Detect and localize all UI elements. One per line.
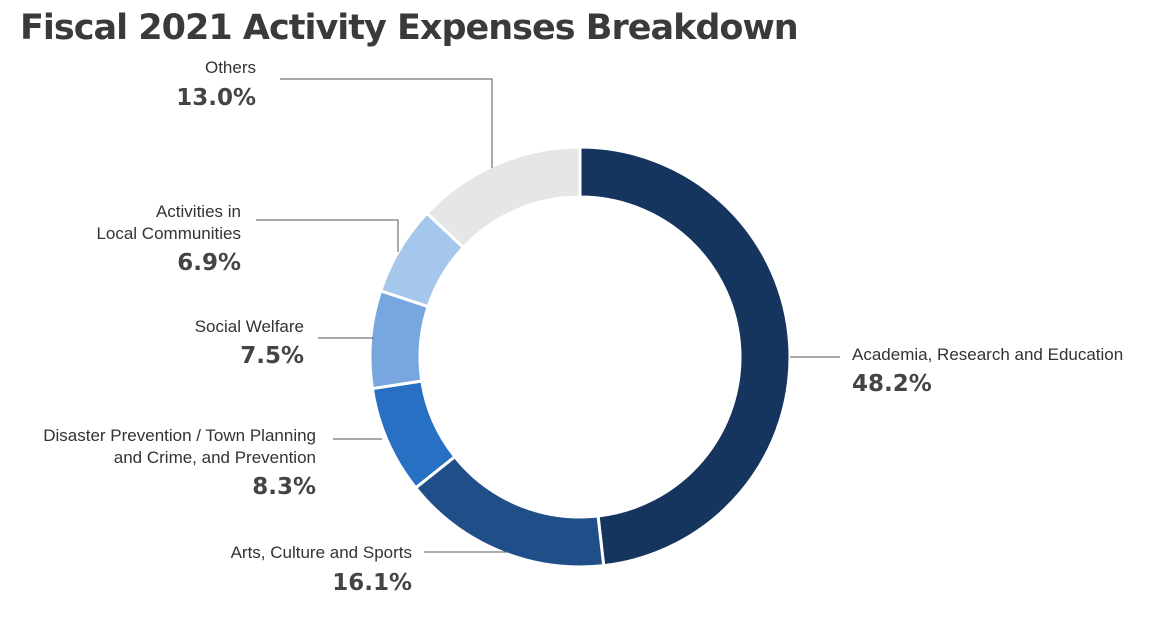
slice-label-others: Others bbox=[205, 58, 256, 77]
leader-line-others bbox=[280, 78, 493, 168]
slice-value-disaster: 8.3% bbox=[252, 474, 316, 500]
slice-value-arts: 16.1% bbox=[332, 570, 412, 596]
slice-academia bbox=[578, 145, 792, 568]
slice-value-communities: 6.9% bbox=[177, 250, 241, 276]
slice-welfare bbox=[368, 288, 431, 391]
slice-label-communities: Activities in Local Communities bbox=[96, 202, 241, 243]
slice-value-others: 13.0% bbox=[176, 85, 256, 111]
chart-title: Fiscal 2021 Activity Expenses Breakdown bbox=[20, 8, 799, 48]
slice-label-academia: Academia, Research and Education bbox=[852, 345, 1123, 364]
slice-others bbox=[424, 145, 582, 250]
slice-value-welfare: 7.5% bbox=[240, 343, 304, 369]
slice-label-arts: Arts, Culture and Sports bbox=[231, 543, 412, 562]
slice-label-disaster: Disaster Prevention / Town Planning and C… bbox=[43, 426, 316, 467]
leader-line-communities bbox=[256, 219, 399, 252]
slice-label-welfare: Social Welfare bbox=[195, 317, 304, 336]
slice-arts bbox=[413, 454, 606, 569]
slice-value-academia: 48.2% bbox=[852, 371, 932, 397]
